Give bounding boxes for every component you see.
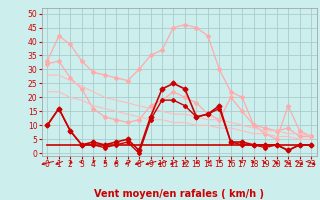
- X-axis label: Vent moyen/en rafales ( km/h ): Vent moyen/en rafales ( km/h ): [94, 189, 264, 199]
